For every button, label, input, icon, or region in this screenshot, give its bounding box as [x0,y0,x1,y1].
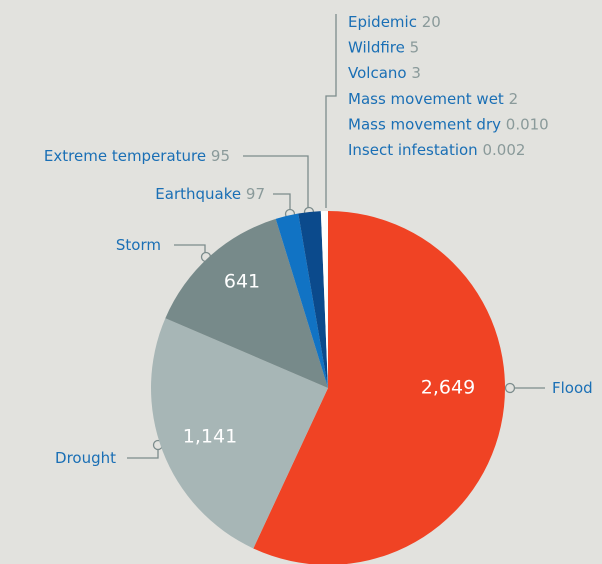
slice-label: Drought [55,449,116,467]
slice-label: Epidemic 20 [348,13,441,31]
category-name: Epidemic [348,13,417,31]
pie-slice [275,213,328,388]
pie-slice [151,318,328,549]
value-label: 95 [211,147,230,165]
pie-slice [320,211,328,388]
slice-label: Flood [552,379,593,397]
category-name: Flood [552,379,593,397]
category-name: Drought [55,449,116,467]
value-label: 3 [411,64,421,82]
category-name: Insect infestation [348,141,478,159]
pie-slice [165,218,328,388]
pie-slice [298,211,328,388]
leader-lines [127,14,545,459]
category-name: Mass movement wet [348,89,504,107]
slice-label: Extreme temperature 95 [44,147,230,165]
category-name: Mass movement dry [348,115,501,133]
slice-label: Volcano 3 [348,64,421,82]
category-name: Storm [116,236,161,254]
value-label: 2 [509,89,519,107]
slice-label: Mass movement dry 0.010 [348,115,549,133]
category-name: Earthquake [155,185,241,203]
leader-line [243,155,309,211]
slice-label: Storm [116,236,161,254]
leader-line [273,193,291,213]
category-name: Extreme temperature [44,147,206,165]
leader-line [127,446,159,459]
value-label: 1,141 [183,426,237,448]
pie-slice [325,211,328,388]
pie-slice [326,211,328,388]
category-name: Volcano [348,64,407,82]
leader-dot [504,382,516,394]
value-label: 5 [410,38,420,56]
value-label: 20 [422,13,441,31]
pie-slice [253,211,505,564]
slice-label: Wildfire 5 [348,38,419,56]
value-label: 641 [224,271,260,293]
slice-label: Mass movement wet 2 [348,89,518,107]
value-label: 2,649 [421,377,475,399]
value-label: 97 [246,185,265,203]
value-label: 0.010 [506,115,549,133]
value-label: 0.002 [482,141,525,159]
slice-label: Insect infestation 0.002 [348,141,525,159]
leader-line [174,244,206,256]
slice-label: Earthquake 97 [155,185,265,203]
category-name: Wildfire [348,38,405,56]
leader-line [325,14,337,208]
